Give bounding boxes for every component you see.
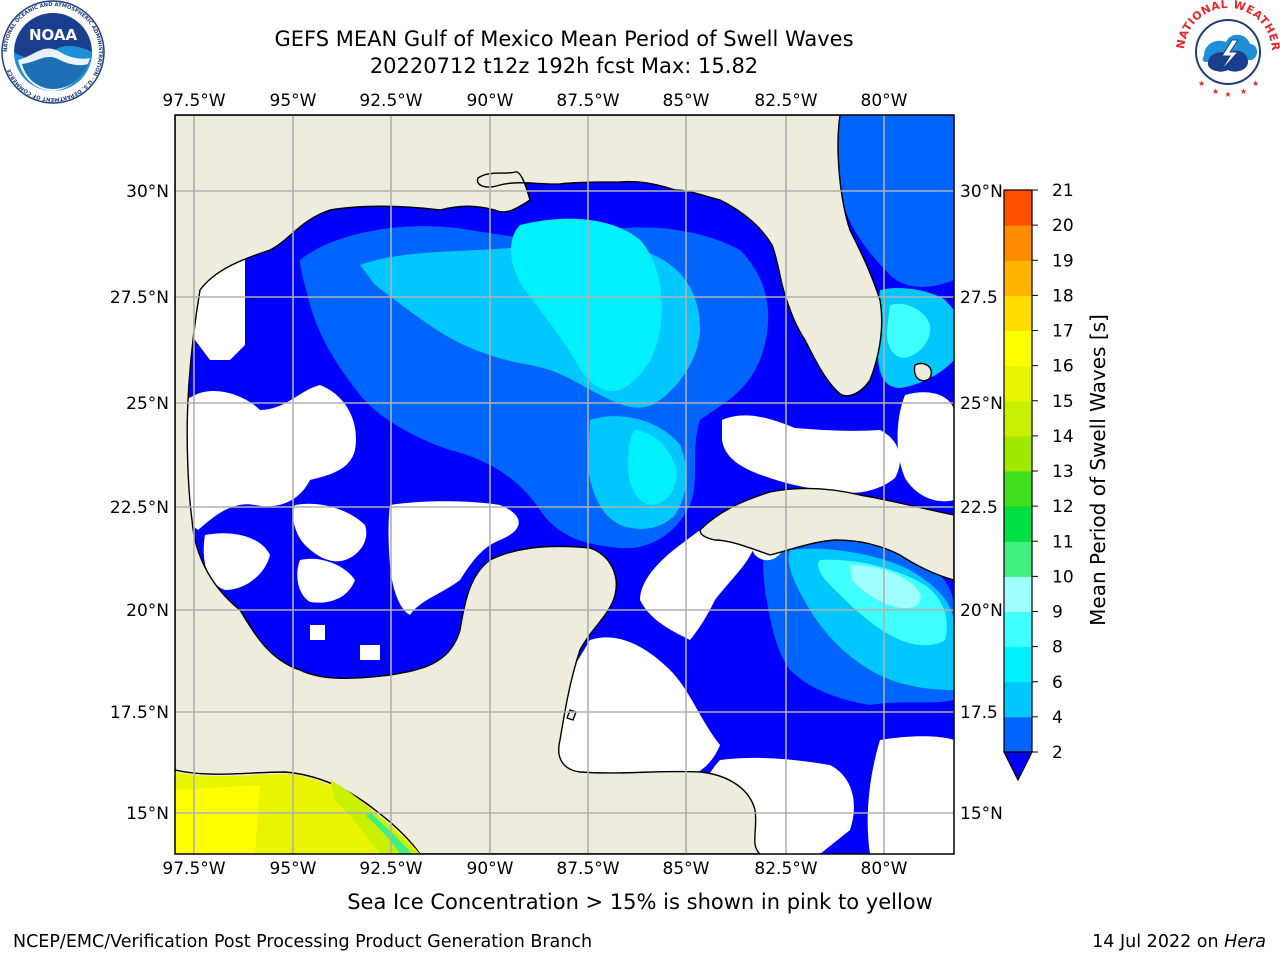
lon-label: 95°W [270, 859, 317, 879]
lat-labels-right: 30°N 27.5 25°N 22.5 20°N 17.5 15°N [960, 182, 1003, 824]
colorbar-segment [1004, 400, 1032, 437]
lat-label: 17.5 [960, 703, 998, 723]
lat-labels-left: 30°N 27.5°N 25°N 22.5°N 20°N 17.5°N 15°N [110, 182, 169, 824]
lon-label: 85°W [663, 91, 710, 111]
colorbar-segment [1004, 330, 1032, 367]
colorbar-tick-label: 14 [1052, 427, 1074, 447]
lat-label: 25°N [960, 394, 1003, 414]
colorbar-segment [1004, 506, 1032, 542]
colorbar-tick-label: 12 [1052, 497, 1074, 517]
lat-label: 15°N [126, 804, 169, 824]
colorbar: 2 4 6 8 9 10 11 12 13 14 15 16 17 18 19 20 21 [1003, 181, 1074, 782]
lat-label: 22.5 [960, 498, 998, 518]
colorbar-under-arrow [1003, 751, 1033, 782]
lon-label: 82.5°W [754, 859, 817, 879]
colorbar-tick-label: 10 [1052, 567, 1074, 587]
colorbar-tick-label: 16 [1052, 357, 1074, 377]
map-panel [175, 115, 954, 854]
lon-label: 90°W [467, 859, 514, 879]
noaa-logo-text: NOAA [29, 26, 78, 44]
map-gridlines [175, 115, 954, 854]
colorbar-tick-label: 15 [1052, 392, 1074, 412]
lat-label: 15°N [960, 804, 1003, 824]
footer-branch: NCEP/EMC/Verification Post Processing Pr… [13, 932, 593, 952]
colorbar-tick-label: 21 [1052, 181, 1074, 201]
swell-contours-light [300, 115, 954, 778]
noaa-logo: NATIONAL OCEANIC AND ATMOSPHERIC ADMINIS… [1, 0, 105, 104]
svg-text:★: ★ [1198, 79, 1205, 88]
colorbar-segment [1004, 435, 1032, 472]
lon-label: 87.5°W [556, 91, 619, 111]
footer-date-text: 14 Jul 2022 on [1092, 932, 1225, 952]
lon-label: 80°W [861, 859, 908, 879]
lon-label: 90°W [467, 91, 514, 111]
colorbar-segment [1004, 576, 1032, 612]
colorbar-segment [1004, 471, 1032, 507]
lat-label: 25°N [126, 394, 169, 414]
svg-text:★: ★ [1240, 87, 1247, 96]
colorbar-tick-label: 4 [1052, 708, 1063, 728]
colorbar-tick-label: 8 [1052, 638, 1063, 658]
lon-label: 87.5°W [556, 859, 619, 879]
colorbar-segment [1004, 611, 1032, 648]
map-subtitle: 20220712 t12z 192h fcst Max: 15.82 [369, 54, 759, 78]
colorbar-segment [1004, 295, 1032, 331]
colorbar-tick-label: 6 [1052, 673, 1063, 693]
colorbar-tick-label: 2 [1052, 743, 1063, 763]
svg-text:★: ★ [1212, 87, 1219, 96]
colorbar-label: Mean Period of Swell Waves [s] [1086, 314, 1110, 626]
colorbar-tick-label: 18 [1052, 286, 1074, 306]
lon-label: 95°W [270, 91, 317, 111]
colorbar-tick-label: 20 [1052, 216, 1074, 236]
map-frame [174, 114, 955, 855]
svg-text:★: ★ [1224, 90, 1231, 99]
lon-label: 97.5°W [162, 91, 225, 111]
lat-label: 22.5°N [110, 498, 169, 518]
colorbar-segment [1004, 541, 1032, 577]
lon-label: 85°W [663, 859, 710, 879]
lon-label: 80°W [861, 91, 908, 111]
lon-label: 97.5°W [162, 859, 225, 879]
lat-label: 20°N [126, 601, 169, 621]
lat-label: 17.5°N [110, 703, 169, 723]
colorbar-tick-label: 9 [1052, 603, 1063, 623]
colorbar-tick-label: 17 [1052, 322, 1074, 342]
lat-label: 30°N [126, 182, 169, 202]
lat-label: 20°N [960, 601, 1003, 621]
map-title: GEFS MEAN Gulf of Mexico Mean Period of … [274, 27, 854, 51]
lon-labels-top: 97.5°W 95°W 92.5°W 90°W 87.5°W 85°W 82.5… [162, 91, 907, 111]
colorbar-segment [1004, 365, 1032, 402]
nws-logo: NATIONAL WEATHER SERVICE ★ ★ ★ ★ ★ [1176, 0, 1280, 102]
ice-note: Sea Ice Concentration > 15% is shown in … [347, 890, 933, 914]
lat-label: 30°N [960, 182, 1003, 202]
colorbar-segment [1004, 225, 1032, 261]
lon-label: 92.5°W [359, 91, 422, 111]
colorbar-tick-label: 11 [1052, 532, 1074, 552]
colorbar-tick-label: 19 [1052, 251, 1074, 271]
lon-labels-bottom: 97.5°W 95°W 92.5°W 90°W 87.5°W 85°W 82.5… [162, 859, 907, 879]
lon-label: 82.5°W [754, 91, 817, 111]
lat-label: 27.5 [960, 288, 998, 308]
colorbar-segment [1004, 646, 1032, 683]
colorbar-segment [1004, 260, 1032, 296]
lat-label: 27.5°N [110, 288, 169, 308]
colorbar-tick-label: 13 [1052, 462, 1074, 482]
svg-text:★: ★ [1252, 79, 1259, 88]
colorbar-segment [1004, 716, 1032, 753]
footer-date: 14 Jul 2022 on Hera [1092, 932, 1266, 952]
colorbar-segment [1004, 681, 1032, 718]
colorbar-segment [1004, 190, 1032, 226]
lon-label: 92.5°W [359, 859, 422, 879]
footer-host: Hera [1224, 932, 1266, 952]
